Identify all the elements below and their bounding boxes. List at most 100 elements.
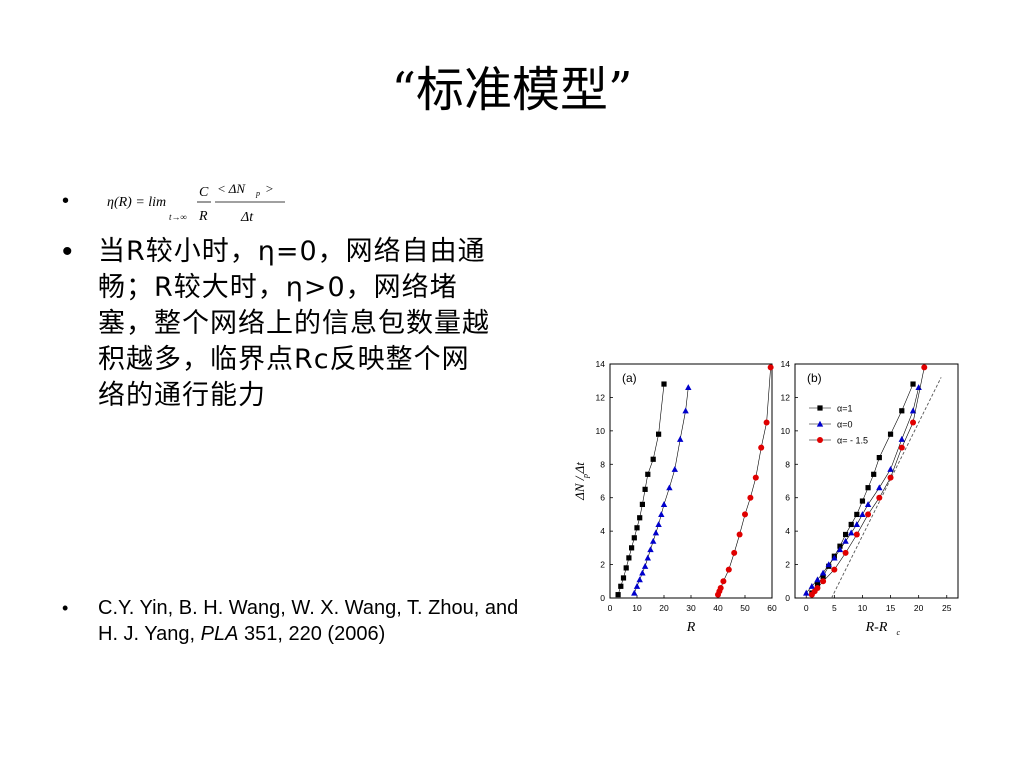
series-line: [811, 367, 925, 595]
data-point: [767, 364, 774, 371]
data-point: [864, 501, 872, 507]
data-point: [842, 549, 849, 556]
y-axis-label-sub: p: [581, 474, 590, 479]
data-point: [615, 592, 621, 598]
data-point: [618, 583, 624, 589]
series-line: [717, 367, 771, 595]
data-point: [848, 521, 854, 528]
data-point: [848, 529, 855, 536]
data-point: [660, 501, 668, 507]
data-point: [814, 582, 821, 588]
data-point: [853, 521, 861, 528]
y-tick-label: 12: [596, 392, 606, 402]
data-point: [658, 511, 665, 518]
data-point: [644, 554, 651, 561]
data-point: [682, 407, 689, 414]
frac1-numerator: C: [199, 185, 209, 200]
x-tick-label: 15: [886, 603, 896, 613]
reference-dashed-line: [831, 377, 942, 599]
data-point: [871, 471, 877, 477]
x-axis-label: R: [686, 620, 696, 635]
citation-text: C.Y. Yin, B. H. Wang, W. X. Wang, T. Zho…: [98, 595, 538, 647]
data-point: [671, 466, 678, 472]
data-point: [842, 531, 849, 538]
data-point: [641, 562, 649, 569]
x-axis-label: R-R: [865, 620, 888, 635]
y-tick-label: 8: [600, 459, 605, 469]
frac2-numerator: < ΔN: [217, 181, 246, 196]
data-point: [736, 531, 743, 538]
data-point: [803, 589, 810, 596]
x-tick-label: 60: [767, 603, 777, 613]
data-point: [677, 435, 684, 442]
data-point: [633, 583, 641, 589]
bullet-citation: • C.Y. Yin, B. H. Wang, W. X. Wang, T. Z…: [62, 595, 538, 647]
data-point: [645, 471, 651, 477]
y-tick-label: 4: [600, 526, 605, 536]
data-point: [831, 566, 838, 573]
y-tick-label: 6: [600, 493, 605, 503]
data-point: [865, 485, 871, 491]
data-point: [865, 511, 872, 518]
data-point: [876, 484, 883, 491]
bullet-glyph: •: [62, 235, 73, 268]
y-tick-label: 2: [600, 560, 605, 570]
data-point: [631, 589, 638, 596]
bullet-glyph: •: [62, 190, 70, 212]
data-point: [853, 531, 860, 538]
x-tick-label: 20: [914, 603, 924, 613]
y-tick-label: 0: [785, 593, 790, 603]
data-point: [859, 498, 866, 504]
data-point: [910, 381, 916, 387]
x-tick-label: 0: [608, 603, 613, 613]
frac2-numerator-end: >: [265, 181, 274, 196]
plot-frame: [794, 363, 959, 599]
citation-journal: PLA: [200, 623, 239, 645]
series-line: [811, 383, 914, 594]
frac2-numerator-sub: p: [255, 189, 260, 198]
eta-formula-svg: η(R) = lim t→∞ C R < ΔN p > Δt: [107, 181, 285, 225]
x-tick-label: 10: [858, 603, 868, 613]
formula-lhs: η(R) = lim: [107, 195, 166, 210]
data-point: [887, 474, 894, 481]
data-point: [631, 535, 637, 541]
data-point: [837, 543, 843, 549]
y-tick-label: 14: [781, 359, 791, 369]
data-point: [626, 555, 632, 561]
data-point: [854, 511, 860, 518]
legend-label: α=1: [837, 404, 852, 414]
data-point: [720, 578, 727, 585]
x-tick-label: 25: [942, 603, 952, 613]
panel-label: (b): [807, 371, 822, 385]
bullet-list: • η(R) = lim t→∞ C R < ΔN p > Δt • 当R较小时…: [62, 176, 492, 414]
frac2-denominator: Δt: [240, 210, 254, 225]
data-point: [898, 435, 905, 442]
series-line: [634, 387, 689, 594]
data-point: [763, 419, 770, 426]
y-tick-label: 0: [600, 593, 605, 603]
data-point: [910, 419, 917, 426]
y-tick-label: 4: [785, 526, 790, 536]
data-point: [656, 431, 662, 437]
data-point: [899, 408, 905, 414]
data-point: [887, 431, 894, 437]
data-point: [831, 554, 838, 561]
data-point: [731, 549, 738, 556]
figure: 0 10 20 30 40 50 60 0 2 4 6 8 10 12 14 (a) R ΔN / Δt p 0 5 10…: [566, 350, 976, 640]
data-point: [876, 494, 883, 501]
data-point: [898, 444, 905, 451]
legend-label: α= - 1.5: [837, 436, 868, 446]
slide-title: “标准模型”: [391, 62, 633, 118]
data-point: [634, 525, 640, 531]
y-tick-label: 12: [781, 392, 791, 402]
y-tick-label: 10: [781, 426, 791, 436]
y-tick-label: 8: [785, 459, 790, 469]
x-tick-label: 50: [740, 603, 750, 613]
data-point: [808, 583, 816, 589]
data-point: [647, 546, 654, 553]
data-point: [623, 565, 629, 571]
formula-limit-sub: t→∞: [169, 212, 187, 222]
data-point: [642, 486, 648, 492]
data-point: [836, 546, 844, 553]
y-tick-label: 6: [785, 493, 790, 503]
